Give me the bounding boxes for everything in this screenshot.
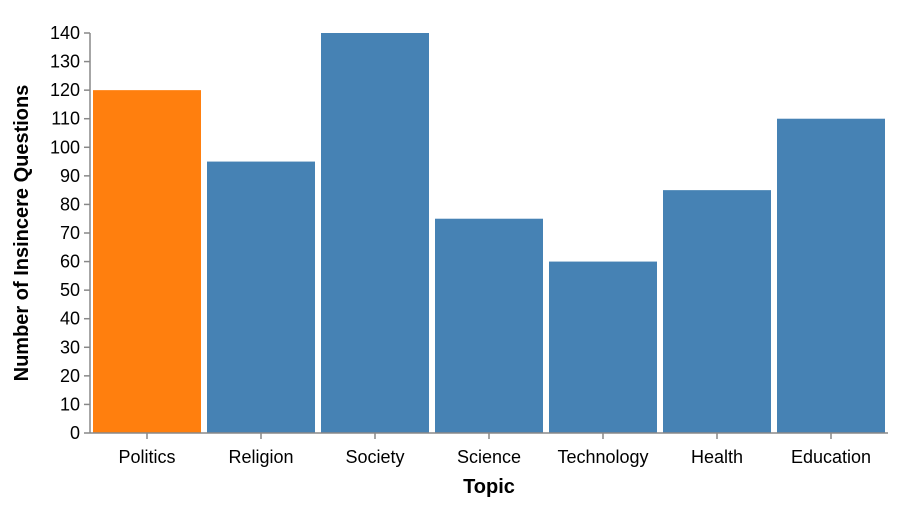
- bar-technology: [549, 261, 657, 433]
- x-tick-label: Society: [345, 447, 404, 467]
- y-tick-label: 120: [50, 80, 80, 100]
- x-tick-label: Technology: [557, 447, 648, 467]
- y-tick-label: 110: [51, 109, 80, 129]
- x-tick-label: Religion: [228, 447, 293, 467]
- y-tick-label: 20: [60, 366, 80, 386]
- x-tick-label: Politics: [118, 447, 175, 467]
- y-tick-label: 60: [60, 252, 80, 272]
- x-axis: Politics Religion Society Science Technology…: [90, 432, 888, 467]
- bars: [93, 33, 885, 434]
- bar-politics: [93, 90, 201, 434]
- y-tick-label: 40: [60, 309, 80, 329]
- y-tick-label: 80: [60, 194, 80, 214]
- y-tick-label: 140: [50, 23, 80, 43]
- bar-health: [663, 190, 771, 433]
- y-tick-label: 100: [50, 137, 80, 157]
- bar-religion: [207, 161, 315, 434]
- y-tick-label: 10: [60, 394, 80, 414]
- y-tick-label: 130: [50, 52, 80, 72]
- x-tick-label: Health: [691, 447, 743, 467]
- y-tick-label: 30: [60, 337, 80, 357]
- x-axis-title: Topic: [463, 476, 515, 498]
- bar-society: [321, 33, 429, 433]
- bar-education: [777, 118, 885, 433]
- bar-science: [435, 218, 543, 433]
- y-axis-title: Number of Insincere Questions: [11, 85, 33, 382]
- y-tick-label: 70: [60, 223, 80, 243]
- y-tick-label: 50: [60, 280, 80, 300]
- x-tick-label: Education: [791, 447, 871, 467]
- y-axis: 0 10 20 30 40 50 60 70 80 90 100 110 120 130 140: [50, 23, 91, 443]
- x-tick-label: Science: [457, 447, 521, 467]
- y-tick-label: 90: [60, 166, 80, 186]
- y-tick-label: 0: [70, 423, 80, 443]
